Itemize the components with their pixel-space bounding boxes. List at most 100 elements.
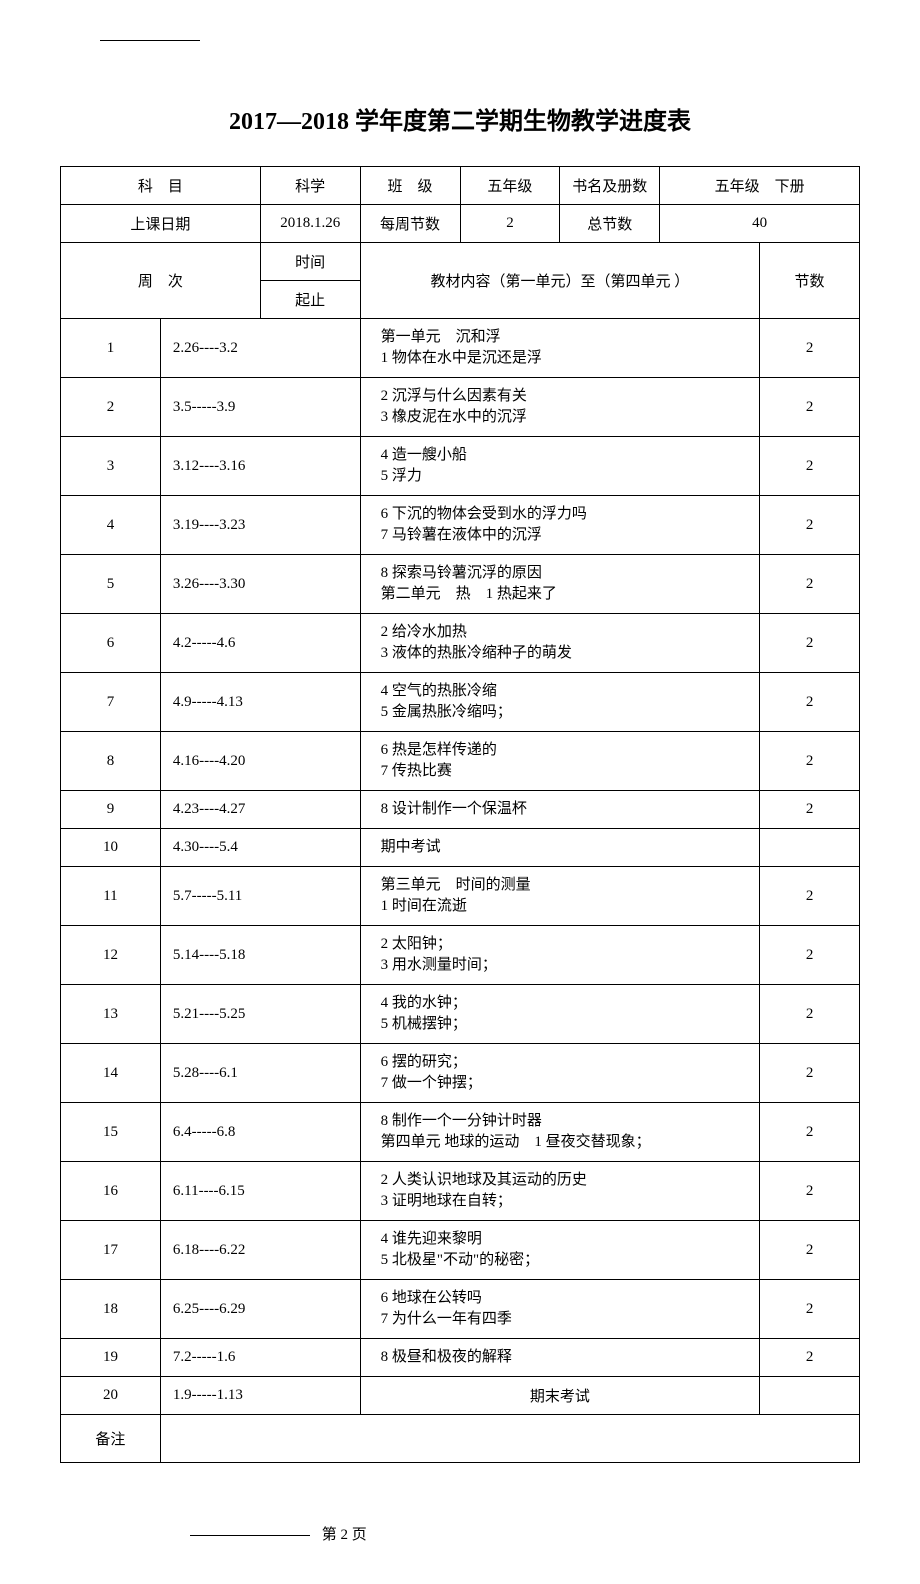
table-row: 115.7-----5.11第三单元 时间的测量1 时间在流逝2 — [61, 867, 860, 926]
content-cell: 期中考试 — [360, 829, 760, 867]
date-cell: 5.21----5.25 — [160, 985, 360, 1044]
date-cell: 6.25----6.29 — [160, 1280, 360, 1339]
count-cell: 2 — [760, 1162, 860, 1221]
week-cell: 4 — [61, 496, 161, 555]
count-cell — [760, 1377, 860, 1415]
count-cell: 2 — [760, 555, 860, 614]
content-cell: 6 地球在公转吗7 为什么一年有四季 — [360, 1280, 760, 1339]
table-row: 43.19----3.236 下沉的物体会受到水的浮力吗7 马铃薯在液体中的沉浮… — [61, 496, 860, 555]
footer-line — [190, 1535, 310, 1536]
week-cell: 19 — [61, 1339, 161, 1377]
week-cell: 16 — [61, 1162, 161, 1221]
content-cell: 8 极昼和极夜的解释 — [360, 1339, 760, 1377]
table-row: 64.2-----4.62 给冷水加热3 液体的热胀冷缩种子的萌发2 — [61, 614, 860, 673]
notes-label: 备注 — [61, 1415, 161, 1463]
count-cell: 2 — [760, 437, 860, 496]
week-cell: 12 — [61, 926, 161, 985]
date-cell: 2.26----3.2 — [160, 319, 360, 378]
table-row: 94.23----4.278 设计制作一个保温杯2 — [61, 791, 860, 829]
table-row: 53.26----3.308 探索马铃薯沉浮的原因第二单元 热 1 热起来了2 — [61, 555, 860, 614]
table-row: 104.30----5.4期中考试 — [61, 829, 860, 867]
count-cell: 2 — [760, 985, 860, 1044]
count-cell: 2 — [760, 867, 860, 926]
count-cell: 2 — [760, 926, 860, 985]
header-row-3: 周 次 时间 教材内容（第一单元）至（第四单元 ） 节数 — [61, 243, 860, 281]
content-cell: 4 谁先迎来黎明5 北极星"不动"的秘密； — [360, 1221, 760, 1280]
table-row: 176.18----6.224 谁先迎来黎明5 北极星"不动"的秘密；2 — [61, 1221, 860, 1280]
content-cell: 6 热是怎样传递的7 传热比赛 — [360, 732, 760, 791]
count-cell: 2 — [760, 791, 860, 829]
content-cell: 4 我的水钟；5 机械摆钟； — [360, 985, 760, 1044]
date-cell: 6.4-----6.8 — [160, 1103, 360, 1162]
week-cell: 18 — [61, 1280, 161, 1339]
table-row: 197.2-----1.68 极昼和极夜的解释2 — [61, 1339, 860, 1377]
count-cell: 2 — [760, 732, 860, 791]
content-cell: 期末考试 — [360, 1377, 760, 1415]
book-label: 书名及册数 — [560, 167, 660, 205]
subject-value: 科学 — [260, 167, 360, 205]
schedule-table: 科 目 科学 班 级 五年级 书名及册数 五年级 下册 上课日期 2018.1.… — [60, 166, 860, 1463]
week-cell: 10 — [61, 829, 161, 867]
material-label: 教材内容（第一单元）至（第四单元 ） — [360, 243, 760, 319]
content-cell: 4 造一艘小船5 浮力 — [360, 437, 760, 496]
table-row: 125.14----5.182 太阳钟；3 用水测量时间；2 — [61, 926, 860, 985]
count-cell: 2 — [760, 614, 860, 673]
week-cell: 14 — [61, 1044, 161, 1103]
date-cell: 7.2-----1.6 — [160, 1339, 360, 1377]
date-cell: 5.28----6.1 — [160, 1044, 360, 1103]
table-row: 156.4-----6.88 制作一个一分钟计时器第四单元 地球的运动 1 昼夜… — [61, 1103, 860, 1162]
week-label: 周 次 — [61, 243, 261, 319]
date-cell: 3.26----3.30 — [160, 555, 360, 614]
book-value: 五年级 下册 — [660, 167, 860, 205]
date-cell: 4.2-----4.6 — [160, 614, 360, 673]
subject-label: 科 目 — [61, 167, 261, 205]
count-cell: 2 — [760, 1221, 860, 1280]
count-cell: 2 — [760, 1339, 860, 1377]
count-cell: 2 — [760, 496, 860, 555]
class-value: 五年级 — [460, 167, 560, 205]
content-cell: 第三单元 时间的测量1 时间在流逝 — [360, 867, 760, 926]
week-cell: 6 — [61, 614, 161, 673]
class-label: 班 级 — [360, 167, 460, 205]
date-cell: 3.5-----3.9 — [160, 378, 360, 437]
top-divider — [100, 40, 200, 41]
count-label: 节数 — [760, 243, 860, 319]
table-row: 135.21----5.254 我的水钟；5 机械摆钟；2 — [61, 985, 860, 1044]
header-row-2: 上课日期 2018.1.26 每周节数 2 总节数 40 — [61, 205, 860, 243]
content-cell: 4 空气的热胀冷缩5 金属热胀冷缩吗； — [360, 673, 760, 732]
content-cell: 6 摆的研究；7 做一个钟摆； — [360, 1044, 760, 1103]
count-cell: 2 — [760, 1103, 860, 1162]
table-row: 12.26----3.2第一单元 沉和浮1 物体在水中是沉还是浮2 — [61, 319, 860, 378]
week-cell: 17 — [61, 1221, 161, 1280]
table-row: 145.28----6.16 摆的研究；7 做一个钟摆；2 — [61, 1044, 860, 1103]
date-cell: 5.7-----5.11 — [160, 867, 360, 926]
count-cell: 2 — [760, 673, 860, 732]
table-row: 166.11----6.152 人类认识地球及其运动的历史3 证明地球在自转；2 — [61, 1162, 860, 1221]
week-cell: 9 — [61, 791, 161, 829]
date-cell: 4.16----4.20 — [160, 732, 360, 791]
content-cell: 第一单元 沉和浮1 物体在水中是沉还是浮 — [360, 319, 760, 378]
content-cell: 2 给冷水加热3 液体的热胀冷缩种子的萌发 — [360, 614, 760, 673]
page-footer: 第 2 页 — [60, 1523, 860, 1544]
page-title: 2017—2018 学年度第二学期生物教学进度表 — [60, 101, 860, 136]
week-cell: 20 — [61, 1377, 161, 1415]
table-row: 186.25----6.296 地球在公转吗7 为什么一年有四季2 — [61, 1280, 860, 1339]
week-cell: 5 — [61, 555, 161, 614]
notes-row: 备注 — [61, 1415, 860, 1463]
date-cell: 5.14----5.18 — [160, 926, 360, 985]
table-row: 74.9-----4.134 空气的热胀冷缩5 金属热胀冷缩吗；2 — [61, 673, 860, 732]
table-row: 201.9-----1.13期末考试 — [61, 1377, 860, 1415]
count-cell: 2 — [760, 1280, 860, 1339]
date-cell: 1.9-----1.13 — [160, 1377, 360, 1415]
date-cell: 4.9-----4.13 — [160, 673, 360, 732]
header-row-1: 科 目 科学 班 级 五年级 书名及册数 五年级 下册 — [61, 167, 860, 205]
date-cell: 4.23----4.27 — [160, 791, 360, 829]
week-cell: 1 — [61, 319, 161, 378]
count-cell: 2 — [760, 1044, 860, 1103]
week-cell: 7 — [61, 673, 161, 732]
range-label: 起止 — [260, 281, 360, 319]
content-cell: 2 人类认识地球及其运动的历史3 证明地球在自转； — [360, 1162, 760, 1221]
count-cell — [760, 829, 860, 867]
weekly-label: 每周节数 — [360, 205, 460, 243]
week-cell: 2 — [61, 378, 161, 437]
